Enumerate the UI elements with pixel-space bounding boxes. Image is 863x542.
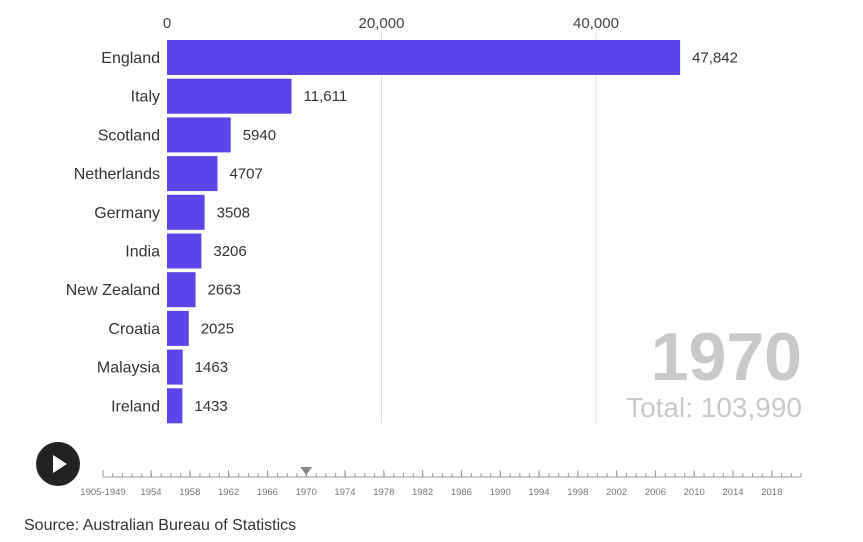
bar bbox=[167, 194, 205, 230]
timeline-label[interactable]: 1982 bbox=[412, 487, 433, 498]
value-label: 11,611 bbox=[304, 88, 348, 105]
bar bbox=[167, 272, 196, 308]
year-display: 1970 bbox=[651, 319, 802, 395]
bar bbox=[167, 310, 189, 346]
value-label: 5940 bbox=[243, 127, 276, 144]
year-timeline-slider[interactable]: 1905-1949 1954 1958 1962 1966 1970 1974 1978 198… bbox=[0, 460, 863, 505]
timeline-label[interactable]: 2002 bbox=[606, 487, 627, 498]
category-label: Malaysia bbox=[97, 360, 160, 377]
bar bbox=[167, 349, 183, 385]
x-tick-label: 0 bbox=[163, 15, 171, 32]
timeline-label[interactable]: 1962 bbox=[218, 487, 239, 498]
category-label: New Zealand bbox=[66, 282, 160, 299]
x-tick-label: 40,000 bbox=[573, 15, 619, 32]
x-tick-label: 20,000 bbox=[359, 15, 405, 32]
timeline-label[interactable]: 1970 bbox=[296, 487, 317, 498]
timeline-label[interactable]: 1994 bbox=[528, 487, 549, 498]
category-label: Italy bbox=[131, 89, 160, 106]
category-label: Ireland bbox=[111, 398, 160, 415]
category-label: England bbox=[101, 50, 160, 67]
timeline-label[interactable]: 1978 bbox=[373, 487, 394, 498]
value-label: 3508 bbox=[217, 204, 250, 221]
timeline-label[interactable]: 1905-1949 bbox=[80, 487, 125, 498]
category-label: Netherlands bbox=[74, 166, 160, 183]
bar bbox=[167, 40, 681, 75]
value-label: 1463 bbox=[195, 359, 228, 376]
timeline-label[interactable]: 1998 bbox=[567, 487, 588, 498]
source-note: Source: Australian Bureau of Statistics bbox=[24, 517, 297, 534]
value-label: 4707 bbox=[229, 166, 262, 183]
timeline-label[interactable]: 1986 bbox=[451, 487, 472, 498]
timeline-label[interactable]: 1954 bbox=[140, 487, 161, 498]
value-label: 2025 bbox=[201, 320, 234, 337]
play-icon bbox=[53, 455, 67, 473]
value-label: 2663 bbox=[208, 282, 241, 299]
timeline-label[interactable]: 2014 bbox=[722, 487, 743, 498]
bar bbox=[167, 78, 292, 114]
timeline-handle[interactable] bbox=[300, 467, 313, 475]
bar bbox=[167, 388, 183, 424]
value-label: 1433 bbox=[194, 398, 227, 415]
play-button[interactable] bbox=[36, 442, 80, 486]
category-label: Croatia bbox=[108, 321, 160, 338]
timeline-label[interactable]: 2018 bbox=[761, 487, 782, 498]
value-label: 3206 bbox=[213, 243, 246, 260]
timeline-label[interactable]: 2006 bbox=[645, 487, 666, 498]
bar bbox=[167, 156, 218, 192]
timeline-label[interactable]: 1966 bbox=[257, 487, 278, 498]
bar bbox=[167, 233, 202, 269]
timeline-label[interactable]: 1990 bbox=[490, 487, 511, 498]
timeline-label[interactable]: 1974 bbox=[334, 487, 355, 498]
category-label: Germany bbox=[94, 205, 160, 222]
bar bbox=[167, 117, 231, 153]
total-display: Total: 103,990 bbox=[626, 392, 802, 423]
timeline-label[interactable]: 2010 bbox=[684, 487, 705, 498]
bar-chart: 0 20,000 40,000 England 47,842 Italy 11,611 Sco… bbox=[66, 15, 802, 424]
category-label: Scotland bbox=[98, 127, 160, 144]
timeline-label[interactable]: 1958 bbox=[179, 487, 200, 498]
value-label: 47,842 bbox=[692, 50, 738, 67]
category-label: India bbox=[125, 244, 160, 261]
